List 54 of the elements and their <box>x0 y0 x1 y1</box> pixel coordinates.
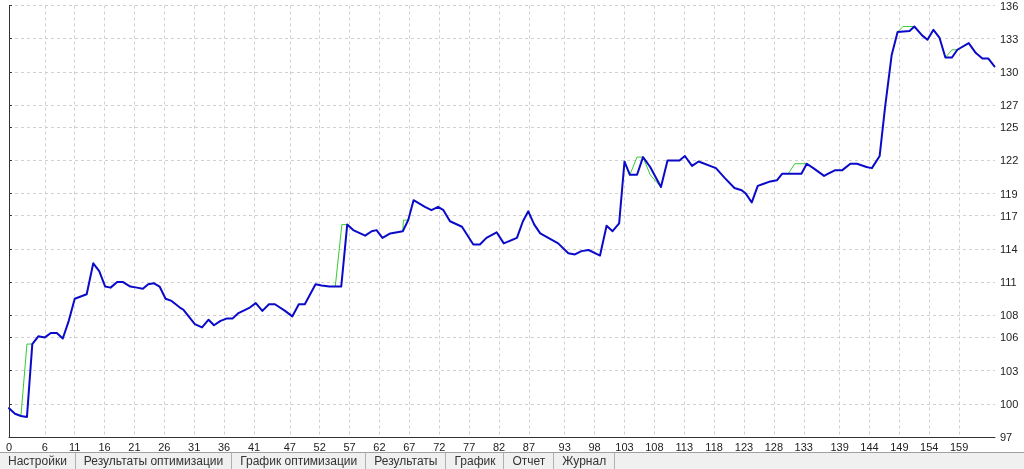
x-tick-label: 139 <box>830 440 849 453</box>
x-tick-label: 57 <box>343 440 356 453</box>
text: Журнал <box>554 453 616 469</box>
x-tick-label: 149 <box>890 440 909 453</box>
x-tick-label: 16 <box>98 440 111 453</box>
text: Отчет <box>504 453 555 469</box>
text: Результаты оптимизации <box>75 453 233 469</box>
text: Настройки <box>0 453 76 469</box>
x-tick-label: 98 <box>588 440 601 453</box>
x-tick-label: 133 <box>794 440 813 453</box>
x-tick-label: 41 <box>247 440 261 453</box>
x-tick-label: 6 <box>41 440 48 453</box>
y-tick-label: 119 <box>1000 187 1018 200</box>
y-tick-label: 97 <box>1000 431 1013 443</box>
y-tick-label: 127 <box>1000 99 1019 112</box>
x-tick-label: 123 <box>734 440 754 453</box>
x-tick-label: 159 <box>949 440 969 453</box>
x-tick-label: 36 <box>218 440 231 453</box>
x-tick-label: 47 <box>283 440 296 453</box>
y-tick-label: 111 <box>1000 276 1017 289</box>
x-tick-label: 108 <box>645 440 664 453</box>
y-tick-label: 100 <box>1000 397 1019 410</box>
x-tick-label: 154 <box>920 440 939 453</box>
x-tick-label: 26 <box>158 440 171 453</box>
y-tick-label: 133 <box>1000 32 1019 45</box>
x-tick-label: 62 <box>373 440 386 453</box>
x-tick-label: 67 <box>403 440 416 453</box>
y-tick-label: 117 <box>1000 209 1018 222</box>
y-tick-label: 130 <box>1000 65 1019 78</box>
x-tick-label: 52 <box>313 440 326 453</box>
x-tick-label: 113 <box>675 440 694 453</box>
x-tick-label: 31 <box>188 440 201 453</box>
x-tick-label: 72 <box>433 440 446 453</box>
x-tick-label: 128 <box>764 440 784 453</box>
text: Результаты <box>366 453 447 469</box>
x-tick-label: 118 <box>705 440 723 453</box>
y-tick-label: 103 <box>1000 364 1019 377</box>
x-tick-label: 93 <box>558 440 571 453</box>
text: График <box>446 453 505 469</box>
x-tick-label: 0 <box>5 440 13 453</box>
y-tick-label: 114 <box>1000 242 1018 255</box>
y-tick-label: 108 <box>1000 309 1019 322</box>
y-tick-label: 136 <box>1000 0 1019 12</box>
x-tick-label: 103 <box>615 440 634 453</box>
x-tick-label: 144 <box>860 440 879 453</box>
y-tick-label: 122 <box>1000 154 1019 167</box>
x-tick-label: 11 <box>69 440 81 453</box>
y-tick-label: 125 <box>1000 121 1019 134</box>
x-tick-label: 21 <box>128 440 141 453</box>
text: График оптимизации <box>232 453 367 469</box>
y-tick-label: 106 <box>1000 331 1019 344</box>
x-tick-label: 87 <box>522 440 536 453</box>
x-tick-label: 82 <box>492 440 506 453</box>
x-tick-label: 77 <box>463 440 476 453</box>
